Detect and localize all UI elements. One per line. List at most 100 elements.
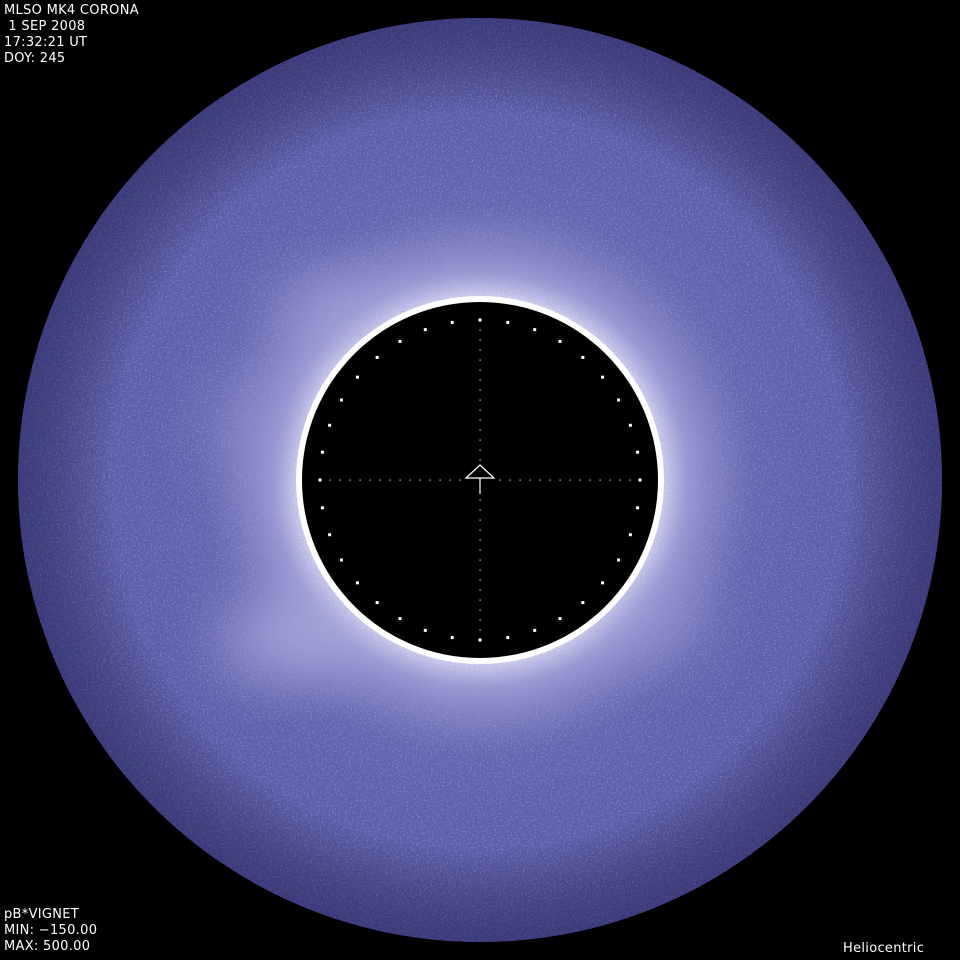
limb-dot — [320, 506, 324, 510]
axis-dot — [479, 379, 481, 381]
axis-dot — [479, 359, 481, 361]
limb-dot — [533, 328, 537, 332]
axis-dot — [609, 479, 611, 481]
limb-dot — [533, 628, 537, 632]
limb-dot — [375, 355, 379, 359]
axis-dot — [479, 459, 481, 461]
axis-dot — [459, 479, 461, 481]
axis-dot — [529, 479, 531, 481]
axis-dot — [579, 479, 581, 481]
axis-dot — [369, 479, 371, 481]
limb-dot — [617, 558, 621, 562]
limb-dot — [423, 628, 427, 632]
axis-dot — [479, 609, 481, 611]
limb-dot — [628, 533, 632, 537]
solar-grid — [318, 318, 642, 642]
limb-dot — [328, 533, 332, 537]
min-label: MIN: −150.00 — [4, 923, 98, 938]
axis-dot — [479, 419, 481, 421]
axis-dot — [479, 499, 481, 501]
axis-dot — [479, 549, 481, 551]
time-label: 17:32:21 UT — [4, 35, 88, 50]
axis-dot — [359, 479, 361, 481]
limb-dot — [339, 558, 343, 562]
axis-dot — [449, 479, 451, 481]
limb-dot — [398, 617, 402, 621]
limb-dot — [450, 320, 454, 324]
axis-dot — [339, 479, 341, 481]
axis-dot — [479, 619, 481, 621]
axis-dot — [479, 509, 481, 511]
limb-dot — [636, 506, 640, 510]
axis-dot — [479, 589, 481, 591]
limb-dot — [328, 423, 332, 427]
axis-dot — [589, 479, 591, 481]
axis-dot — [479, 449, 481, 451]
limb-dot — [398, 339, 402, 343]
axis-dot — [559, 479, 561, 481]
product-label: pB*VIGNET — [4, 907, 80, 922]
axis-dot — [549, 479, 551, 481]
image-header: MLSO MK4 CORONA 1 SEP 2008 17:32:21 UT D… — [4, 3, 139, 67]
limb-dot — [558, 339, 562, 343]
axis-dot — [349, 479, 351, 481]
axis-dot — [479, 389, 481, 391]
axis-dot — [479, 579, 481, 581]
limb-dot — [320, 450, 324, 454]
frame-label: Heliocentric — [843, 941, 925, 956]
limb-dot — [628, 423, 632, 427]
limb-dot — [601, 581, 605, 585]
axis-dot — [479, 339, 481, 341]
axis-dot — [479, 369, 481, 371]
limb-dot — [636, 450, 640, 454]
limb-dot — [581, 355, 585, 359]
axis-dot — [479, 599, 481, 601]
limb-dot — [581, 601, 585, 605]
axis-dot — [409, 479, 411, 481]
axis-dot — [479, 529, 481, 531]
axis-dot — [479, 329, 481, 331]
axis-dot — [479, 569, 481, 571]
limb-dot — [478, 638, 482, 642]
axis-dot — [479, 539, 481, 541]
axis-dot — [479, 409, 481, 411]
axis-dot — [479, 399, 481, 401]
axis-dot — [619, 479, 621, 481]
axis-dot — [479, 519, 481, 521]
limb-dot — [450, 636, 454, 640]
axis-dot — [439, 479, 441, 481]
limb-dot — [478, 318, 482, 322]
axis-dot — [599, 479, 601, 481]
axis-dot — [479, 559, 481, 561]
axis-dot — [479, 629, 481, 631]
doy-label: DOY: 245 — [4, 51, 66, 66]
limb-dot — [506, 320, 510, 324]
axis-dot — [519, 479, 521, 481]
axis-dot — [389, 479, 391, 481]
axis-dot — [629, 479, 631, 481]
axis-dot — [479, 439, 481, 441]
limb-dot — [355, 581, 359, 585]
limb-dot — [375, 601, 379, 605]
axis-dot — [479, 349, 481, 351]
limb-dot — [601, 375, 605, 379]
axis-dot — [479, 429, 481, 431]
axis-dot — [539, 479, 541, 481]
solar-north-arrow-icon — [464, 464, 496, 494]
axis-dot — [509, 479, 511, 481]
axis-dot — [399, 479, 401, 481]
limb-dot — [339, 398, 343, 402]
axis-dot — [569, 479, 571, 481]
limb-dot — [506, 636, 510, 640]
instrument-label: MLSO MK4 CORONA — [4, 3, 139, 18]
axis-dot — [329, 479, 331, 481]
max-label: MAX: 500.00 — [4, 939, 91, 954]
image-footer: pB*VIGNET MIN: −150.00 MAX: 500.00 — [4, 907, 97, 955]
limb-dot — [423, 328, 427, 332]
limb-dot — [638, 478, 642, 482]
date-label: 1 SEP 2008 — [4, 19, 86, 34]
axis-dot — [379, 479, 381, 481]
limb-dot — [355, 375, 359, 379]
axis-dot — [499, 479, 501, 481]
